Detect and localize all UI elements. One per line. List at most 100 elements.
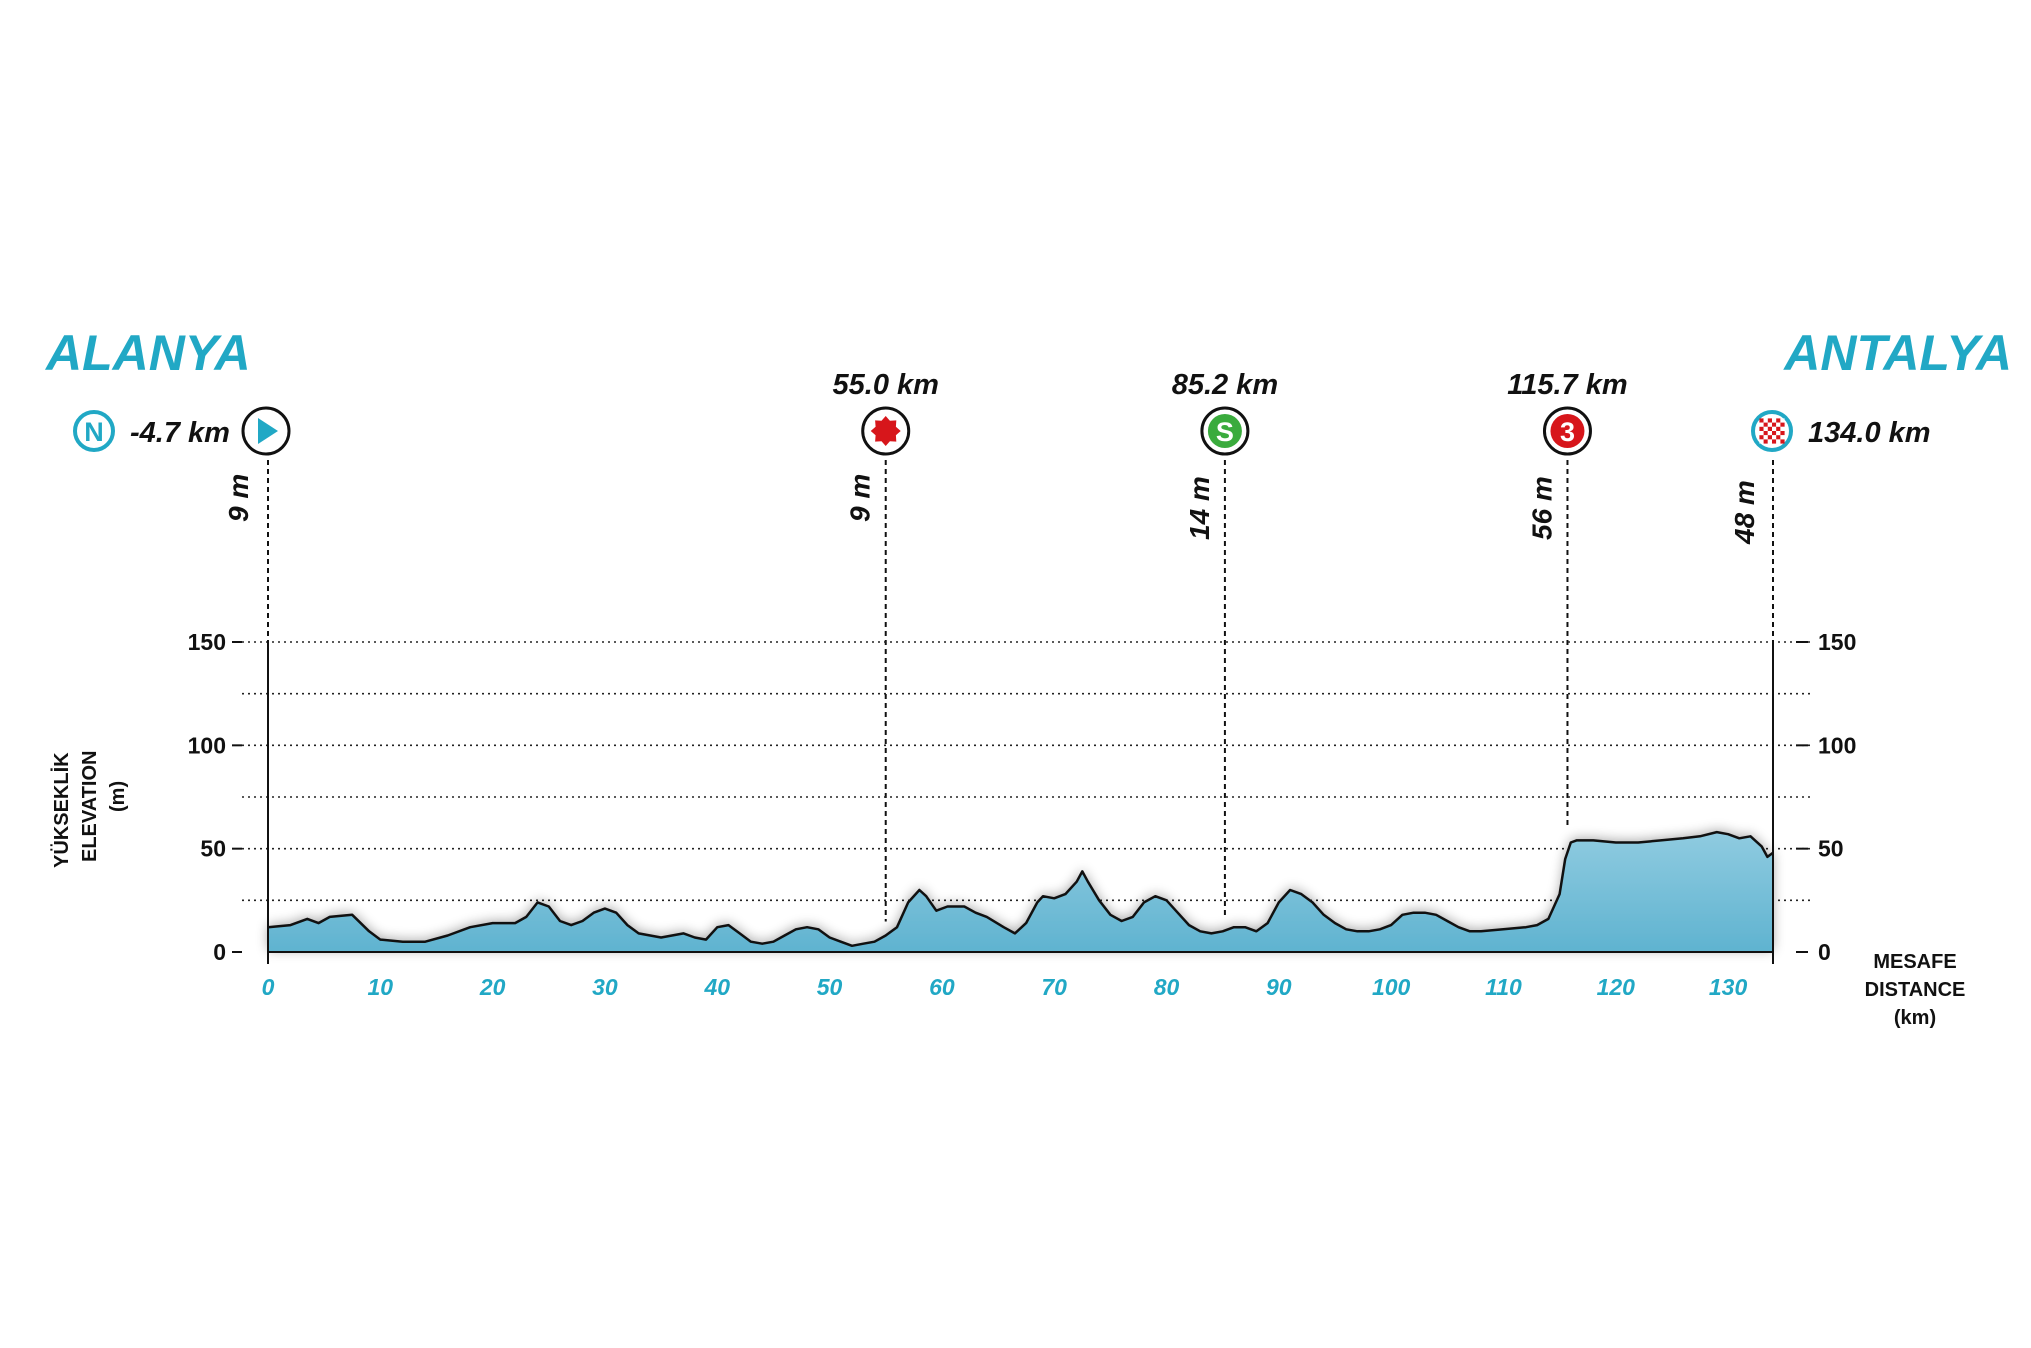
checker-square bbox=[1763, 426, 1768, 431]
checker-square bbox=[1763, 422, 1768, 427]
start-city-name: ALANYA bbox=[44, 325, 251, 381]
x-tick-20: 20 bbox=[479, 974, 506, 1000]
finish-marker: 134.0 km 48 m bbox=[1729, 410, 1931, 545]
y-ticks-left: 0 50 100 150 bbox=[188, 629, 242, 965]
checkered-flag-glyph bbox=[1759, 418, 1785, 444]
checker-square bbox=[1772, 422, 1777, 427]
elevation-profile-area bbox=[268, 832, 1773, 952]
elevation-profile-line bbox=[267, 830, 1774, 948]
checker-square bbox=[1763, 418, 1768, 423]
marker-letter: S bbox=[1216, 417, 1234, 447]
checker-square bbox=[1763, 435, 1768, 440]
checker-square bbox=[1767, 426, 1772, 431]
x-tick-30: 30 bbox=[592, 974, 618, 1000]
finish-km: 134.0 km bbox=[1808, 417, 1931, 449]
y-tick-right-150: 150 bbox=[1818, 629, 1856, 655]
marker-badge bbox=[1550, 414, 1585, 448]
x-tick-130: 130 bbox=[1709, 974, 1748, 1000]
checker-square bbox=[1772, 426, 1777, 431]
checker-square bbox=[1767, 439, 1772, 444]
x-tick-0: 0 bbox=[262, 974, 275, 1000]
checker-square bbox=[1759, 439, 1764, 444]
y-tick-left-50: 50 bbox=[200, 836, 226, 862]
checker-square bbox=[1776, 431, 1781, 436]
checker-square bbox=[1759, 431, 1764, 436]
start-marker: 9 m bbox=[223, 406, 291, 522]
y-ticks-right: 0 50 100 150 bbox=[1796, 629, 1856, 965]
checker-square bbox=[1767, 431, 1772, 436]
x-tick-50: 50 bbox=[817, 974, 843, 1000]
marker-altitude: 14 m bbox=[1184, 476, 1215, 540]
checker-square bbox=[1763, 439, 1768, 444]
checker-square bbox=[1776, 418, 1781, 423]
checker-square bbox=[1776, 422, 1781, 427]
finish-altitude: 48 m bbox=[1729, 480, 1760, 545]
y-tick-right-50: 50 bbox=[1818, 836, 1844, 862]
intermediate-markers: 55.0 km 9 m 85.2 km S14 m 115.7 km 356 m bbox=[833, 369, 1628, 922]
checker-square bbox=[1776, 435, 1781, 440]
checker-square bbox=[1772, 435, 1777, 440]
y-title-line1: YÜKSEKLİK bbox=[50, 752, 73, 868]
marker-badge bbox=[1207, 414, 1242, 448]
starburst-glyph bbox=[870, 416, 901, 446]
y-tick-left-0: 0 bbox=[213, 939, 226, 965]
neutral-start-letter: N bbox=[84, 417, 104, 447]
checker-square bbox=[1767, 418, 1772, 423]
marker-1: 55.0 km 9 m bbox=[833, 369, 939, 922]
checker-square bbox=[1780, 418, 1785, 423]
checker-square bbox=[1780, 422, 1785, 427]
checker-square bbox=[1780, 431, 1785, 436]
checker-square bbox=[1780, 426, 1785, 431]
checker-square bbox=[1772, 439, 1777, 444]
checker-square bbox=[1780, 435, 1785, 440]
x-title-line1: MESAFE bbox=[1873, 951, 1956, 973]
neutral-start-icon bbox=[73, 410, 115, 452]
checker-square bbox=[1772, 431, 1777, 436]
x-title-line2: DISTANCE bbox=[1865, 979, 1966, 1001]
x-tick-40: 40 bbox=[703, 974, 730, 1000]
checker-square bbox=[1759, 426, 1764, 431]
start-altitude: 9 m bbox=[223, 474, 254, 522]
start-play-glyph bbox=[258, 418, 278, 444]
checker-square bbox=[1767, 435, 1772, 440]
marker-altitude: 9 m bbox=[845, 474, 876, 522]
marker-3: 115.7 km 356 m bbox=[1507, 369, 1628, 827]
checker-square bbox=[1759, 418, 1764, 423]
checker-square bbox=[1759, 422, 1764, 427]
marker-letter: 3 bbox=[1560, 417, 1575, 447]
x-tick-80: 80 bbox=[1154, 974, 1180, 1000]
checker-square bbox=[1776, 426, 1781, 431]
y-axis-title: YÜKSEKLİK ELEVATION (m) bbox=[50, 751, 129, 868]
y-tick-right-100: 100 bbox=[1818, 732, 1856, 758]
marker-km-label: 85.2 km bbox=[1172, 369, 1278, 401]
y-tick-left-150: 150 bbox=[188, 629, 226, 655]
checker-square bbox=[1776, 439, 1781, 444]
x-axis-title: MESAFE DISTANCE (km) bbox=[1865, 951, 1966, 1029]
x-tick-120: 120 bbox=[1597, 974, 1636, 1000]
x-tick-60: 60 bbox=[929, 974, 955, 1000]
marker-km-label: 115.7 km bbox=[1507, 369, 1627, 401]
x-tick-110: 110 bbox=[1485, 974, 1522, 1000]
y-tick-left-100: 100 bbox=[188, 732, 226, 758]
checker-square bbox=[1759, 435, 1764, 440]
checker-square bbox=[1767, 422, 1772, 427]
marker-2: 85.2 km S14 m bbox=[1172, 369, 1278, 917]
checker-square bbox=[1780, 439, 1785, 444]
marker-km-label: 55.0 km bbox=[833, 369, 939, 401]
x-title-line3: (km) bbox=[1894, 1007, 1936, 1029]
y-title-line3: (m) bbox=[107, 781, 129, 812]
finish-city-name: ANTALYA bbox=[1782, 325, 2012, 381]
checker-square bbox=[1763, 431, 1768, 436]
x-tick-100: 100 bbox=[1372, 974, 1411, 1000]
checker-square bbox=[1772, 418, 1777, 423]
y-title-line2: ELEVATION bbox=[79, 751, 101, 862]
x-ticks: 0 10 20 30 40 50 60 70 80 90 100 110 120 130 bbox=[262, 951, 1773, 1000]
x-tick-70: 70 bbox=[1041, 974, 1067, 1000]
y-tick-right-0: 0 bbox=[1818, 939, 1831, 965]
neutral-start: N -4.7 km bbox=[73, 410, 230, 452]
x-tick-10: 10 bbox=[368, 974, 394, 1000]
x-tick-90: 90 bbox=[1266, 974, 1292, 1000]
neutral-start-km: -4.7 km bbox=[130, 417, 230, 449]
marker-altitude: 56 m bbox=[1526, 476, 1557, 540]
